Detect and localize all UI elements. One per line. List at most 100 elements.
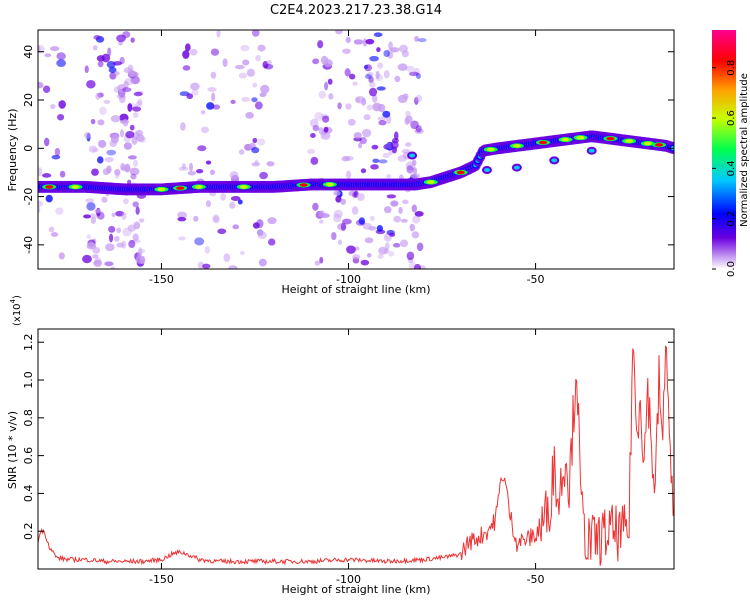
- heatmap-cell: [252, 222, 260, 229]
- snr-series-line: [38, 345, 674, 566]
- svg-text:(x104): (x104): [9, 295, 23, 326]
- heatmap-cell: [378, 159, 388, 164]
- heatmap-cell: [414, 263, 421, 269]
- heatmap-cell: [49, 46, 60, 52]
- y-tick-label: 0.2: [22, 522, 35, 540]
- heatmap-cell: [116, 34, 126, 43]
- heatmap-cell: [212, 214, 220, 223]
- heatmap-cell: [38, 81, 44, 89]
- heatmap-cell: [102, 168, 110, 176]
- heatmap-cell: [48, 226, 55, 233]
- heatmap-cell: [625, 139, 634, 143]
- heatmap-cell: [206, 102, 215, 110]
- heatmap-cell: [135, 206, 140, 215]
- heatmap-cell: [176, 186, 185, 190]
- heatmap-cell: [376, 47, 381, 53]
- heatmap-cell: [107, 47, 112, 57]
- heatmap-cell: [133, 221, 141, 230]
- heatmap-cell: [361, 128, 372, 138]
- heatmap-cell: [299, 183, 308, 187]
- heatmap-cell: [96, 55, 105, 62]
- heatmap-cell: [132, 159, 139, 167]
- heatmap-cell: [209, 169, 216, 176]
- heatmap-cell: [323, 126, 329, 133]
- heatmap-cell: [195, 168, 204, 174]
- heatmap-cell: [103, 99, 111, 105]
- heatmap-cell: [132, 201, 139, 208]
- heatmap-cell: [190, 82, 200, 91]
- heatmap-cell: [388, 251, 395, 257]
- heatmap-cell: [314, 111, 324, 121]
- heatmap-cell: [390, 47, 400, 53]
- heatmap-cell: [104, 261, 114, 267]
- heatmap-cell: [375, 73, 383, 82]
- heatmap-cell: [58, 100, 66, 109]
- snr-scale-suffix: ): [12, 295, 23, 299]
- heatmap-cell: [412, 215, 421, 224]
- heatmap-cell: [512, 144, 521, 148]
- heatmap-cell: [388, 150, 394, 156]
- heatmap-cell: [376, 224, 383, 232]
- heatmap-cell: [116, 227, 122, 234]
- heatmap-cell: [356, 193, 365, 201]
- heatmap-cell: [255, 54, 261, 62]
- heatmap-cell: [325, 182, 334, 187]
- heatmap-cell: [51, 154, 61, 160]
- heatmap-cell: [93, 259, 103, 267]
- heatmap-cell: [194, 185, 203, 189]
- colorbar-tick-label: 0.4: [726, 160, 737, 176]
- heatmap-cell: [139, 136, 146, 143]
- heatmap-cell: [539, 140, 548, 145]
- heatmap-cell: [90, 216, 97, 225]
- heatmap-cell: [410, 173, 420, 180]
- heatmap-cell: [389, 232, 396, 237]
- heatmap-cell: [123, 142, 132, 150]
- heatmap-cell: [112, 61, 123, 66]
- heatmap-cell: [200, 126, 209, 134]
- heatmap-cell: [252, 82, 258, 88]
- heatmap-cell: [352, 81, 358, 86]
- heatmap-cell: [406, 251, 415, 261]
- y-tick-label: -40: [22, 236, 35, 254]
- heatmap-cell: [238, 72, 248, 79]
- spectrogram-x-label: Height of straight line (km): [281, 283, 430, 296]
- heatmap-cell: [399, 239, 409, 248]
- heatmap-cell: [405, 115, 413, 124]
- heatmap-cell: [97, 119, 105, 126]
- spectrogram-heatmap: [38, 30, 674, 269]
- snr-scale-exponent: 4: [9, 298, 17, 303]
- heatmap-cell: [157, 187, 166, 192]
- heatmap-cell: [108, 67, 117, 74]
- spectrogram-frame: [37, 29, 675, 270]
- heatmap-cell: [358, 217, 366, 225]
- heatmap-cell: [369, 215, 375, 222]
- heatmap-cell: [363, 114, 371, 121]
- heatmap-cell: [385, 242, 390, 250]
- snr-panel: -150 -100 -50 0.2 0.4 0.6 0.8 1.0 1.2 SNR (10 * …: [6, 295, 675, 596]
- heatmap-cell: [58, 252, 65, 260]
- heatmap-cell: [229, 171, 239, 179]
- heatmap-cell: [186, 93, 194, 100]
- heatmap-cell: [263, 63, 274, 70]
- heatmap-cell: [217, 228, 227, 235]
- heatmap-cell: [405, 110, 411, 117]
- heatmap-cell: [38, 167, 43, 177]
- heatmap-cell: [94, 256, 102, 266]
- heatmap-cell: [95, 92, 101, 100]
- heatmap-cell: [258, 258, 267, 267]
- heatmap-cell: [373, 32, 383, 37]
- heatmap-cell: [136, 100, 143, 107]
- heatmap-cell: [83, 214, 91, 219]
- heatmap-cell: [181, 163, 186, 170]
- snr-y-label: SNR (10 * v/v): [6, 411, 19, 489]
- heatmap-cell: [327, 78, 333, 85]
- heatmap-cell: [383, 206, 392, 214]
- heatmap-cell: [228, 265, 238, 269]
- heatmap-cell: [130, 173, 137, 180]
- heatmap-cell: [414, 96, 419, 105]
- heatmap-cell: [383, 70, 390, 79]
- heatmap-cell: [310, 156, 319, 165]
- heatmap-cell: [56, 52, 66, 61]
- heatmap-cell: [359, 136, 367, 145]
